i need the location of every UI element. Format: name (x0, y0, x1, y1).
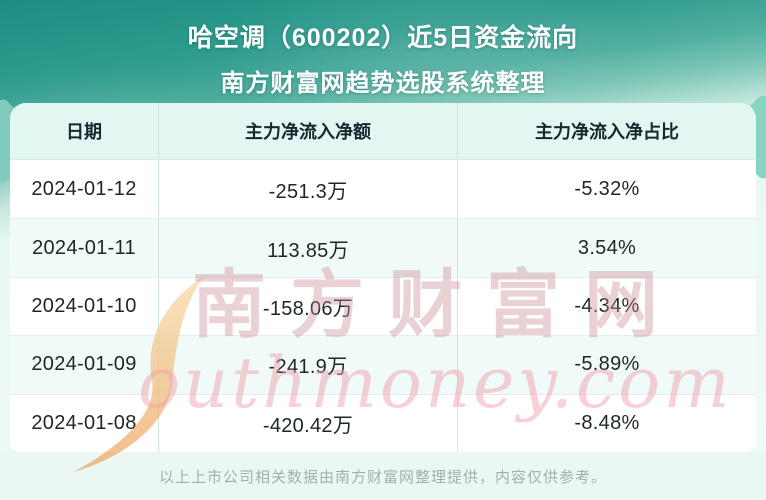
footer-disclaimer: 以上上市公司相关数据由南方财富网整理提供，内容仅供参考。 (158, 468, 607, 486)
header-cell-net-inflow-ratio: 主力净流入净占比 (457, 103, 756, 159)
table-row: 2024-01-08 -420.42万 -8.48% (10, 393, 756, 452)
cell-net-inflow: -241.9万 (158, 336, 457, 394)
cell-date: 2024-01-08 (31, 411, 137, 434)
header-cell-net-inflow: 主力净流入净额 (158, 103, 457, 159)
cell-net-inflow: -251.3万 (158, 160, 457, 219)
title-block: 哈空调（600202）近5日资金流向 南方财富网趋势选股系统整理 (0, 0, 766, 98)
page-subtitle: 南方财富网趋势选股系统整理 (220, 70, 546, 97)
table-row: 2024-01-12 -251.3万 -5.32% (10, 160, 756, 219)
cell-net-inflow-ratio: -8.48% (457, 394, 756, 452)
table-row: 2024-01-11 113.85万 3.54% (10, 218, 756, 277)
table-row: 2024-01-10 -158.06万 -4.34% (10, 276, 756, 336)
page-title: 哈空调（600202）近5日资金流向 (187, 24, 579, 52)
cell-date: 2024-01-12 (31, 177, 137, 200)
cell-net-inflow-ratio: -4.34% (457, 277, 756, 336)
cell-net-inflow-ratio: -5.32% (457, 160, 756, 219)
cell-net-inflow: 113.85万 (158, 219, 457, 277)
table-header-row: 日期 主力净流入净额 主力净流入净占比 (10, 103, 756, 160)
cell-date: 2024-01-10 (31, 294, 137, 317)
cell-net-inflow: -420.42万 (158, 394, 457, 452)
cell-date: 2024-01-11 (32, 236, 136, 259)
cell-net-inflow: -158.06万 (158, 277, 457, 336)
cell-date: 2024-01-09 (31, 353, 137, 376)
footer-bar: 以上上市公司相关数据由南方财富网整理提供，内容仅供参考。 (0, 452, 766, 500)
header-cell-date: 日期 (66, 122, 102, 142)
cell-net-inflow-ratio: -5.89% (457, 336, 756, 394)
fund-flow-table: 日期 主力净流入净额 主力净流入净占比 2024-01-12 -251.3万 -… (10, 103, 756, 452)
cell-net-inflow-ratio: 3.54% (457, 219, 756, 277)
table-row: 2024-01-09 -241.9万 -5.89% (10, 335, 756, 394)
